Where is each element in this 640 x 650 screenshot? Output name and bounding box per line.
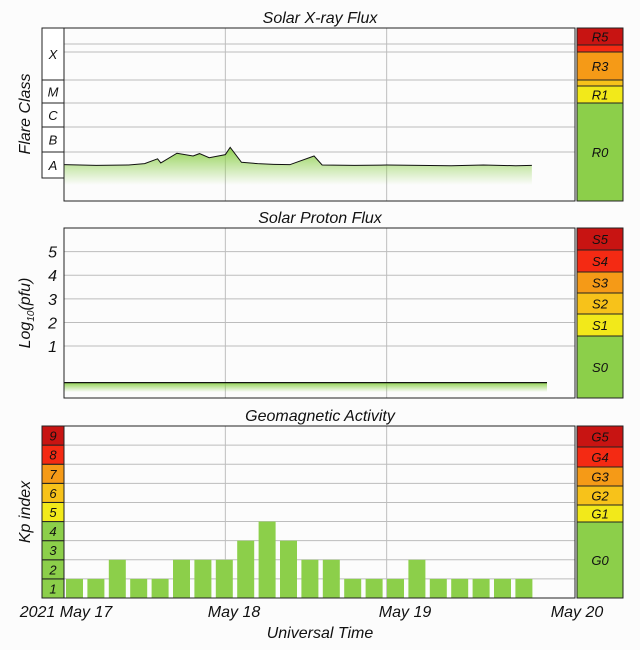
xray-flux-line xyxy=(63,146,532,167)
kp-bar xyxy=(87,578,105,598)
kp-tick-label: 4 xyxy=(49,524,56,539)
kp-tick-label: 2 xyxy=(48,562,57,577)
geomag-ylabel: Kp index xyxy=(17,480,34,543)
geomag-title: Geomagnetic Activity xyxy=(245,408,396,425)
kp-tick-label: 1 xyxy=(49,581,56,596)
kp-bar xyxy=(494,578,511,598)
scale-label: S3 xyxy=(592,276,609,291)
kp-bar xyxy=(215,559,233,598)
kp-tick-label: 7 xyxy=(49,467,57,482)
kp-tick-label: 9 xyxy=(49,429,56,444)
xray-title: Solar X-ray Flux xyxy=(263,10,379,27)
x-tick-label: May 18 xyxy=(208,604,261,621)
kp-bar xyxy=(258,521,276,598)
scale-label: S0 xyxy=(592,360,609,375)
scale-label: G4 xyxy=(591,450,608,465)
kp-bar xyxy=(151,578,169,598)
scale-box xyxy=(576,335,624,399)
x-tick-label: May 19 xyxy=(379,604,432,621)
flare-class-label: M xyxy=(48,85,59,100)
scale-label: G1 xyxy=(591,507,608,522)
x-tick-label: May 20 xyxy=(551,604,604,621)
scale-label: R3 xyxy=(592,59,609,74)
kp-bar xyxy=(515,578,533,598)
kp-tick-label: 8 xyxy=(49,448,57,463)
geomag-panel: 1 2 3 4 5 6 7 8 9 G5 G4 G3 G2 G1 G0 xyxy=(41,425,624,599)
kp-bar xyxy=(66,578,83,598)
scale-label: G2 xyxy=(591,489,609,504)
scale-box xyxy=(576,102,624,202)
kp-tick-label: 3 xyxy=(49,543,57,558)
kp-bar xyxy=(280,540,297,598)
scale-label: R0 xyxy=(592,145,609,160)
scale-label: G5 xyxy=(591,430,609,445)
flare-class-label: C xyxy=(48,108,58,123)
y-tick-label: 2 xyxy=(47,315,57,332)
scale-label: G3 xyxy=(591,470,609,485)
proton-frame xyxy=(63,227,576,399)
kp-bar xyxy=(451,578,469,598)
y-tick-label: 1 xyxy=(48,339,57,356)
xray-flux-fill xyxy=(64,147,532,185)
kp-bar xyxy=(194,559,212,598)
kp-tick-label: 5 xyxy=(49,505,57,520)
xray-frame xyxy=(63,27,576,202)
y-tick-label: 3 xyxy=(48,292,57,309)
scale-label: S4 xyxy=(592,254,608,269)
kp-bar xyxy=(472,578,490,598)
kp-bar xyxy=(108,559,126,598)
xray-ylabel: Flare Class xyxy=(17,74,34,155)
proton-ylabel: Log10(pfu) xyxy=(17,278,37,349)
kp-tick-label: 6 xyxy=(49,486,57,501)
scale-label: S1 xyxy=(592,318,608,333)
proton-flux-fill xyxy=(64,382,547,392)
scale-label: R5 xyxy=(592,30,609,45)
flare-class-label: A xyxy=(48,158,58,173)
y-tick-label: 5 xyxy=(48,245,57,262)
proton-panel: 1 2 3 4 5 S5 S4 S3 S2 S1 S0 xyxy=(47,227,624,399)
kp-bar xyxy=(322,559,340,598)
x-axis-label: Universal Time xyxy=(267,625,374,642)
kp-bar xyxy=(130,578,148,598)
kp-bar xyxy=(429,578,447,598)
kp-bar xyxy=(387,578,404,598)
kp-bar xyxy=(365,578,383,598)
x-tick-label: 2021 May 17 xyxy=(19,604,114,621)
kp-bar xyxy=(408,559,426,598)
geomag-frame xyxy=(63,425,576,599)
kp-bar xyxy=(237,540,255,598)
flare-class-label: X xyxy=(48,47,59,62)
scale-box xyxy=(576,79,624,87)
kp-bar xyxy=(344,578,362,598)
proton-title: Solar Proton Flux xyxy=(258,210,383,227)
scale-box xyxy=(576,51,624,81)
y-tick-label: 4 xyxy=(48,268,57,285)
scale-label: S2 xyxy=(592,297,609,312)
scale-box xyxy=(576,521,624,599)
scale-box xyxy=(576,44,624,53)
scale-label: S5 xyxy=(592,232,609,247)
flare-class-label: B xyxy=(49,133,58,148)
kp-bar xyxy=(301,559,319,598)
scale-label: G0 xyxy=(591,553,609,568)
scale-label: R1 xyxy=(592,88,609,103)
kp-bar xyxy=(173,559,190,598)
